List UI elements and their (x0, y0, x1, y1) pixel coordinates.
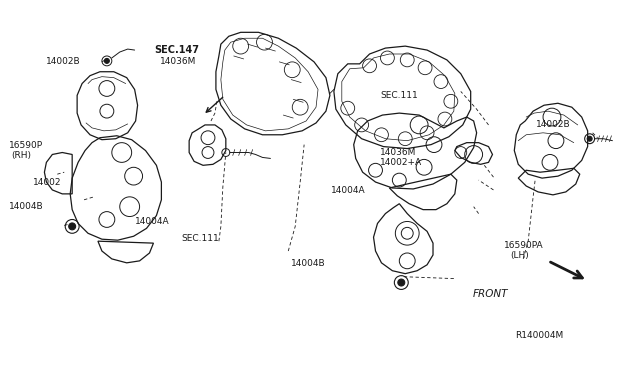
Text: 14004A: 14004A (135, 217, 170, 227)
Text: FRONT: FRONT (472, 289, 508, 299)
Text: 14036M: 14036M (380, 148, 417, 157)
Circle shape (398, 279, 404, 286)
Text: R140004M: R140004M (515, 331, 564, 340)
Text: 14004B: 14004B (9, 202, 44, 211)
Text: 16590P: 16590P (9, 141, 44, 150)
Text: SEC.111: SEC.111 (380, 91, 418, 100)
Text: 14002+A: 14002+A (380, 158, 422, 167)
Text: 14036M: 14036M (160, 57, 196, 66)
Text: 14004B: 14004B (291, 259, 326, 268)
Text: (RH): (RH) (11, 151, 31, 160)
Circle shape (68, 223, 76, 230)
Circle shape (104, 58, 109, 63)
Text: 14002B: 14002B (46, 57, 81, 66)
Text: 14004A: 14004A (332, 186, 366, 195)
Circle shape (587, 136, 592, 141)
Text: (LH): (LH) (510, 251, 529, 260)
Text: SEC.111: SEC.111 (182, 234, 220, 243)
Text: SEC.147: SEC.147 (154, 45, 199, 55)
Text: 14002B: 14002B (536, 120, 570, 129)
Text: 16590PA: 16590PA (504, 241, 543, 250)
Text: 14002: 14002 (33, 178, 61, 187)
